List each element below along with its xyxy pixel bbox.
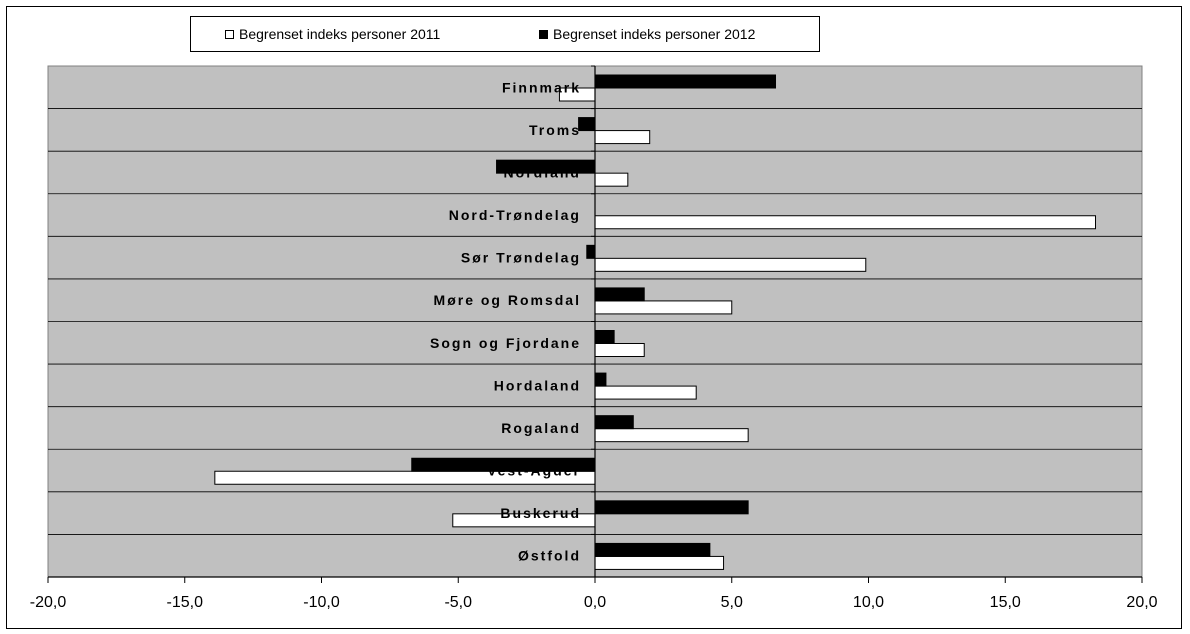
bar-2011 bbox=[594, 385, 697, 400]
bar-2012 bbox=[594, 74, 777, 89]
category-label: Sogn og Fjordane bbox=[430, 335, 581, 351]
category-label: Buskerud bbox=[500, 505, 581, 521]
category-label: Troms bbox=[529, 122, 581, 138]
x-tick-label: 0,0 bbox=[584, 594, 606, 611]
bars bbox=[214, 74, 1097, 570]
legend-swatch-2011 bbox=[225, 29, 234, 39]
category-label: Møre og Romsdal bbox=[434, 292, 581, 308]
x-axis: -20,0 -15,0 -10,0 -5,0 0,0 5,0 10,0 15,0 20,0 bbox=[30, 65, 1158, 611]
legend-item-2012: Begrenset indeks personer 2012 bbox=[539, 17, 755, 51]
x-tick-label: -20,0 bbox=[30, 594, 67, 611]
bar-2012 bbox=[594, 415, 634, 430]
x-tick-label: 5,0 bbox=[721, 594, 743, 611]
category-label: Vest-Agder bbox=[487, 463, 581, 479]
category-label: Hordaland bbox=[494, 377, 581, 393]
category-label: Nord-Trøndelag bbox=[449, 207, 581, 223]
bar-2012 bbox=[594, 542, 711, 557]
bar-2012 bbox=[578, 117, 596, 132]
bar-2012 bbox=[586, 244, 596, 259]
x-tick-label: -5,0 bbox=[444, 594, 472, 611]
legend-swatch-2012 bbox=[539, 29, 548, 39]
legend-item-2011: Begrenset indeks personer 2011 bbox=[225, 17, 440, 51]
category-label: Finnmark bbox=[502, 79, 581, 95]
category-labels: Finnmark Troms Nordland Nord-Trøndelag Sør T… bbox=[430, 79, 581, 564]
legend: Begrenset indeks personer 2011 Begrenset… bbox=[190, 16, 820, 52]
category-label: Rogaland bbox=[501, 420, 581, 436]
bar-2012 bbox=[594, 372, 607, 387]
bar-2012 bbox=[594, 500, 749, 515]
bar-2011 bbox=[594, 257, 867, 272]
bar-2011 bbox=[594, 555, 725, 570]
x-tick-label: 10,0 bbox=[853, 594, 884, 611]
legend-label-2012: Begrenset indeks personer 2012 bbox=[553, 26, 756, 42]
bar-2011 bbox=[594, 300, 733, 315]
bar-2012 bbox=[594, 330, 615, 344]
category-label: Sør Trøndelag bbox=[461, 250, 581, 266]
bar-2011 bbox=[594, 428, 749, 443]
x-tick-label: 15,0 bbox=[990, 594, 1021, 611]
x-tick-label: 20,0 bbox=[1126, 594, 1157, 611]
bar-2011 bbox=[594, 343, 645, 357]
x-tick-label: -15,0 bbox=[167, 594, 204, 611]
category-label: Østfold bbox=[518, 548, 581, 564]
legend-label-2011: Begrenset indeks personer 2011 bbox=[239, 26, 441, 42]
x-tick-label: -10,0 bbox=[303, 594, 340, 611]
category-label: Nordland bbox=[504, 164, 581, 180]
bar-2012 bbox=[594, 287, 645, 302]
bar-2011 bbox=[594, 130, 651, 145]
bar-2011 bbox=[594, 172, 629, 187]
bar-2011 bbox=[594, 215, 1097, 230]
